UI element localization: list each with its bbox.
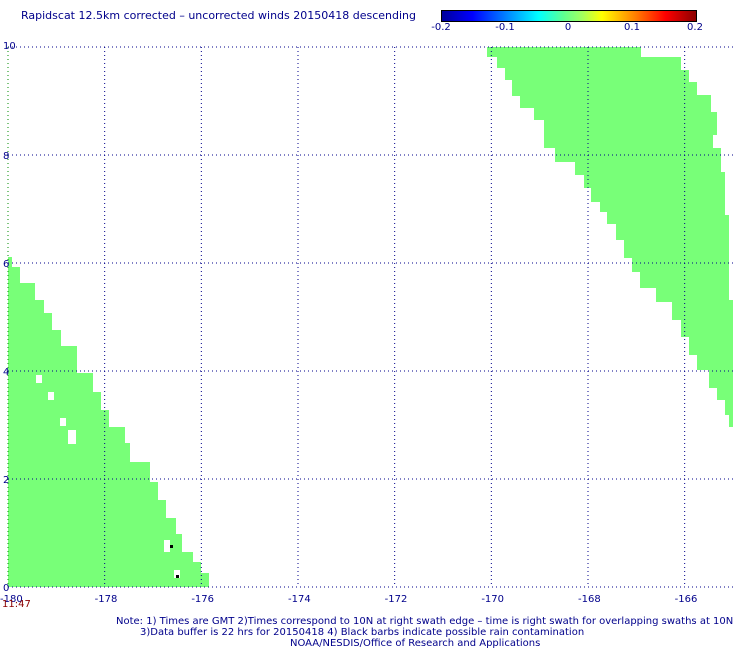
swath-time-label: 11:47 — [2, 599, 31, 610]
wind-swath-layer — [8, 47, 733, 587]
data-gap — [68, 430, 76, 444]
rain-flag-barb — [170, 545, 173, 548]
x-tick-label: -170 — [481, 594, 504, 605]
x-tick-label: -174 — [288, 594, 311, 605]
right-swath — [487, 47, 733, 427]
y-tick-label: 10 — [3, 41, 16, 52]
data-gap — [174, 570, 180, 578]
colorbar — [441, 10, 697, 22]
colorbar-tick-label: 0 — [564, 22, 572, 33]
x-tick-label: -180 — [0, 594, 23, 605]
x-tick-label: -172 — [385, 594, 408, 605]
x-tick-label: -176 — [191, 594, 214, 605]
grid-layer — [7, 46, 733, 588]
colorbar-tick-label: -0.1 — [495, 22, 515, 33]
rain-flag-barb — [176, 575, 179, 578]
note-line-2: 3)Data buffer is 22 hrs for 20150418 4) … — [140, 627, 585, 638]
note-line-3: NOAA/NESDIS/Office of Research and Appli… — [290, 638, 541, 649]
colorbar-tick-label: -0.2 — [431, 22, 451, 33]
y-tick-label: 6 — [3, 259, 9, 270]
axis-labels: -180 -178 -176 -174 -172 -170 -168 -166 0 2 4 6 8 10 — [0, 41, 697, 605]
x-tick-label: -166 — [675, 594, 698, 605]
map-title: Rapidscat 12.5km corrected – uncorrected… — [21, 9, 417, 22]
data-gap — [164, 540, 170, 552]
x-tick-label: -168 — [578, 594, 601, 605]
y-tick-label: 0 — [3, 583, 9, 594]
y-tick-label: 4 — [3, 367, 9, 378]
left-swath — [8, 257, 209, 587]
y-tick-label: 2 — [3, 475, 9, 486]
colorbar-tick-label: 0.1 — [624, 22, 640, 33]
data-gap — [36, 375, 42, 383]
note-line-1: Note: 1) Times are GMT 2)Times correspon… — [116, 616, 734, 627]
data-gap — [48, 392, 54, 400]
y-tick-label: 8 — [3, 151, 9, 162]
x-tick-label: -178 — [95, 594, 118, 605]
data-gap — [60, 418, 66, 426]
colorbar-tick-label: 0.2 — [687, 22, 703, 33]
